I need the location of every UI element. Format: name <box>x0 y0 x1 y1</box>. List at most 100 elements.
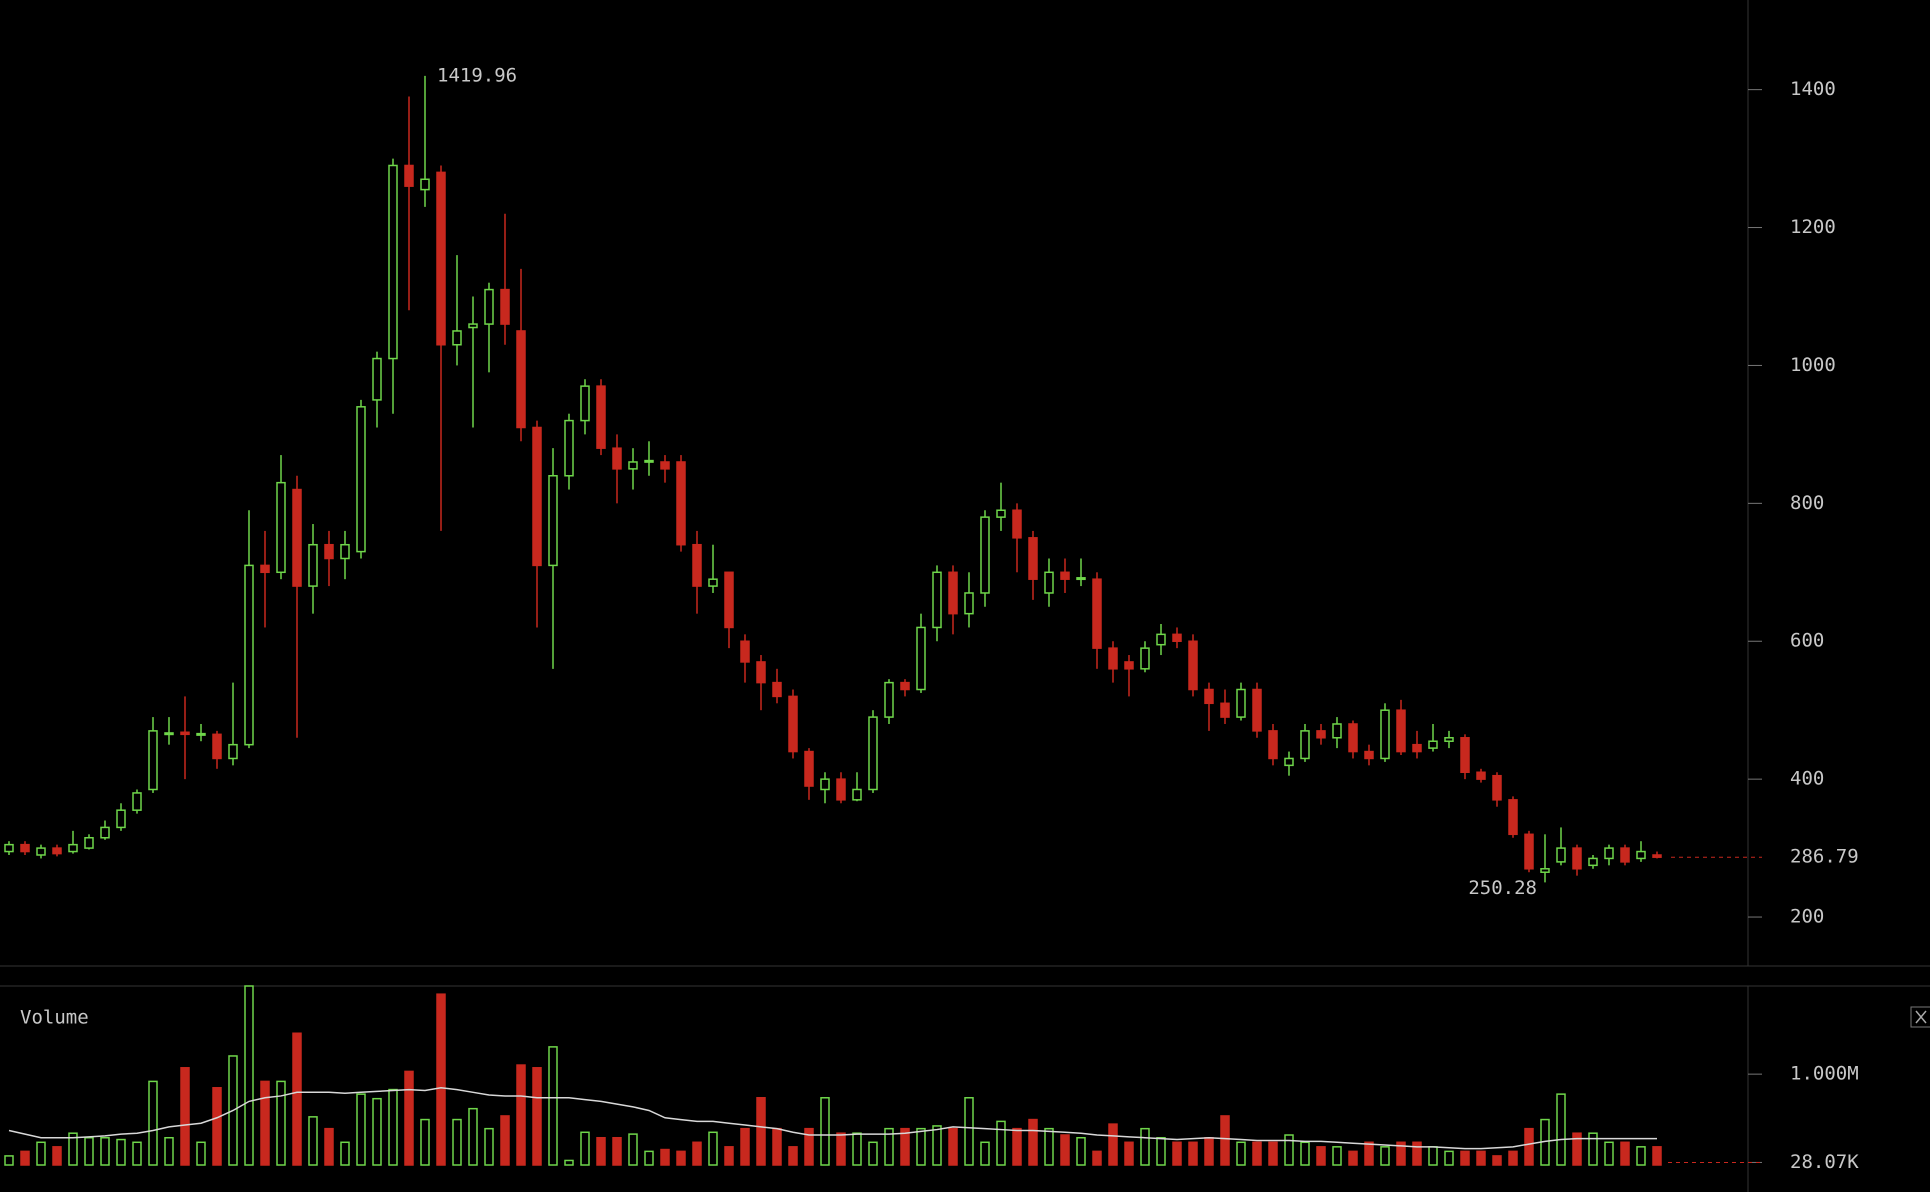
volume-bar <box>820 1097 830 1166</box>
candle-body <box>1108 647 1118 670</box>
candle-body <box>228 743 238 760</box>
candle-body <box>1508 799 1518 836</box>
volume-bar <box>900 1127 910 1166</box>
volume-bar <box>260 1080 270 1166</box>
volume-bar <box>20 1150 30 1166</box>
y-tick-label: 1400 <box>1790 78 1836 100</box>
volume-bar <box>868 1141 878 1166</box>
candle-body <box>900 681 910 691</box>
volume-bar <box>52 1146 62 1166</box>
volume-bar <box>116 1138 126 1166</box>
candle-body <box>1444 737 1454 742</box>
volume-bar <box>1092 1150 1102 1166</box>
volume-bar <box>132 1141 142 1166</box>
volume-bar <box>436 993 446 1166</box>
volume-bar <box>724 1146 734 1166</box>
volume-bar <box>1220 1115 1230 1166</box>
candle-body <box>292 488 302 587</box>
volume-bar <box>196 1141 206 1166</box>
candle-body <box>372 357 382 401</box>
candle-body <box>36 847 46 856</box>
volume-bar <box>1012 1127 1022 1166</box>
candle-body <box>452 330 462 346</box>
candle-body <box>756 661 766 684</box>
volume-bar <box>484 1127 494 1166</box>
candle-body <box>1204 688 1214 705</box>
volume-bar <box>308 1116 318 1166</box>
candle-body <box>1156 633 1166 646</box>
volume-bar <box>580 1131 590 1166</box>
volume-bar <box>1076 1136 1086 1166</box>
volume-bar <box>452 1118 462 1166</box>
candle-body <box>436 171 446 346</box>
candle-body <box>1396 709 1406 753</box>
volume-bar <box>500 1115 510 1166</box>
volume-bar <box>4 1155 14 1166</box>
volume-bar <box>100 1136 110 1166</box>
candle-body <box>116 809 126 829</box>
candle-body <box>196 732 206 736</box>
volume-bar <box>708 1131 718 1166</box>
candle-body <box>596 385 606 449</box>
candle-body <box>1412 743 1422 753</box>
volume-bar <box>1060 1134 1070 1166</box>
volume-bar <box>612 1136 622 1166</box>
volume-bar <box>212 1087 222 1166</box>
candle-body <box>1300 730 1310 760</box>
volume-bar <box>596 1136 606 1166</box>
volume-bar <box>84 1136 94 1166</box>
volume-bar <box>772 1127 782 1166</box>
volume-bar <box>548 1046 558 1166</box>
volume-bar <box>1348 1150 1358 1166</box>
candle-body <box>100 826 110 839</box>
volume-bar <box>1172 1141 1182 1166</box>
volume-bar <box>1124 1141 1134 1166</box>
candle-body <box>356 406 366 553</box>
volume-bar <box>324 1127 334 1166</box>
volume-bar <box>36 1141 46 1166</box>
candle-body <box>1268 730 1278 760</box>
y-tick-label: 400 <box>1790 768 1824 790</box>
candle-body <box>1172 633 1182 642</box>
candle-body <box>564 419 574 477</box>
candle-body <box>932 571 942 629</box>
close-icon[interactable] <box>1915 1010 1927 1024</box>
volume-bar <box>164 1136 174 1166</box>
candle-body <box>164 732 174 736</box>
volume-bar <box>1268 1141 1278 1166</box>
volume-bar <box>1316 1146 1326 1166</box>
volume-bar <box>180 1067 190 1166</box>
candle-body <box>84 837 94 849</box>
volume-bar <box>1636 1146 1646 1166</box>
candle-body <box>612 447 622 470</box>
close-button[interactable] <box>1910 1006 1930 1028</box>
volume-bar <box>932 1125 942 1166</box>
candle-body <box>324 543 334 560</box>
volume-bar <box>692 1141 702 1166</box>
candle-body <box>484 288 494 325</box>
candle-body <box>804 750 814 787</box>
y-tick-label: 1200 <box>1790 216 1836 238</box>
candle-body <box>884 681 894 718</box>
close-button-frame[interactable] <box>1910 1006 1930 1028</box>
candle-body <box>868 716 878 791</box>
volume-bar <box>884 1127 894 1166</box>
volume-bar <box>1380 1146 1390 1166</box>
y-tick-label: 1.000M <box>1790 1063 1859 1085</box>
volume-bar <box>852 1132 862 1166</box>
low-annotation: 250.28 <box>1468 877 1537 899</box>
candle-body <box>1572 847 1582 870</box>
volume-bar <box>756 1097 766 1166</box>
candle-body <box>836 778 846 801</box>
candle-body <box>1636 850 1646 860</box>
candle-body <box>964 592 974 615</box>
volume-bar <box>372 1097 382 1166</box>
y-tick-label: 800 <box>1790 492 1824 514</box>
candle-body <box>1556 847 1566 863</box>
volume-bar <box>916 1127 926 1166</box>
candle-body <box>1492 774 1502 801</box>
candle-body <box>1588 857 1598 867</box>
last-price-label: 286.79 <box>1790 846 1859 868</box>
volume-bar <box>1492 1155 1502 1166</box>
